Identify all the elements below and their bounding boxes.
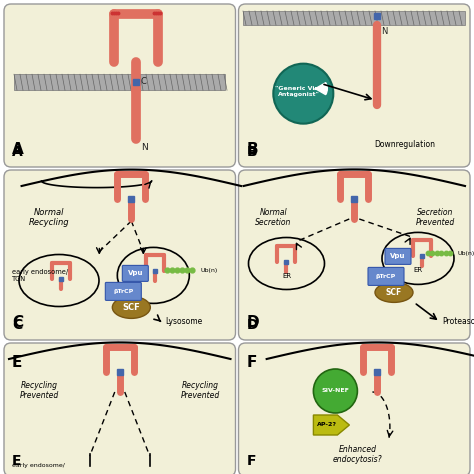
- Text: F: F: [246, 355, 257, 370]
- Text: D: D: [246, 315, 259, 330]
- Text: Normal
Secretion: Normal Secretion: [255, 208, 292, 228]
- Text: SIV-NEF: SIV-NEF: [321, 389, 349, 393]
- Text: early endosome/: early endosome/: [12, 463, 65, 468]
- Bar: [14, 74, 226, 90]
- Text: Enhanced
endocytosis?: Enhanced endocytosis?: [333, 445, 382, 464]
- Wedge shape: [315, 82, 328, 95]
- Text: Vpu: Vpu: [128, 270, 143, 276]
- FancyBboxPatch shape: [4, 343, 236, 474]
- Text: ER: ER: [282, 273, 291, 279]
- Text: C: C: [141, 77, 147, 86]
- Text: SCF: SCF: [122, 303, 140, 312]
- FancyBboxPatch shape: [238, 170, 470, 340]
- Text: B: B: [246, 145, 257, 159]
- Text: A: A: [12, 142, 24, 157]
- FancyBboxPatch shape: [4, 170, 236, 340]
- Text: SCF: SCF: [386, 288, 402, 297]
- FancyBboxPatch shape: [122, 265, 148, 282]
- Circle shape: [313, 369, 357, 413]
- Text: D: D: [246, 318, 258, 332]
- FancyBboxPatch shape: [4, 4, 236, 167]
- Text: E: E: [12, 355, 22, 370]
- Text: AP-2?: AP-2?: [318, 422, 337, 428]
- Text: Lysosome: Lysosome: [165, 317, 202, 326]
- Text: A: A: [12, 145, 23, 159]
- Text: βTrCP: βTrCP: [376, 274, 396, 279]
- FancyBboxPatch shape: [238, 343, 470, 474]
- Text: F: F: [246, 454, 256, 468]
- Ellipse shape: [112, 296, 150, 319]
- Text: Normal
Recycling: Normal Recycling: [29, 208, 69, 228]
- Ellipse shape: [375, 283, 413, 302]
- Text: early endosome/
TGN: early endosome/ TGN: [12, 269, 68, 282]
- FancyBboxPatch shape: [385, 248, 411, 264]
- Text: ER: ER: [413, 267, 422, 273]
- Text: N: N: [141, 143, 148, 152]
- Text: Proteasome: Proteasome: [442, 317, 474, 326]
- Text: C: C: [12, 318, 22, 332]
- Text: Downregulation: Downregulation: [374, 140, 436, 149]
- Text: Recycling
Prevented: Recycling Prevented: [181, 381, 220, 401]
- Text: N: N: [382, 27, 388, 36]
- Text: E: E: [12, 454, 21, 468]
- Text: βTrCP: βTrCP: [113, 289, 134, 294]
- Text: C: C: [12, 315, 23, 330]
- Text: Vpu: Vpu: [390, 254, 406, 259]
- Text: "Generic Viral
Antagonist": "Generic Viral Antagonist": [275, 86, 324, 98]
- FancyBboxPatch shape: [368, 267, 404, 285]
- Polygon shape: [313, 415, 349, 435]
- Text: Ub(n): Ub(n): [201, 268, 218, 273]
- Bar: [244, 11, 465, 25]
- FancyBboxPatch shape: [238, 4, 470, 167]
- Circle shape: [273, 64, 333, 124]
- FancyBboxPatch shape: [105, 283, 141, 301]
- Text: Ub(n): Ub(n): [458, 251, 474, 256]
- Text: Recycling
Prevented: Recycling Prevented: [19, 381, 59, 401]
- Text: B: B: [246, 142, 258, 157]
- Text: Secretion
Prevented: Secretion Prevented: [415, 208, 455, 228]
